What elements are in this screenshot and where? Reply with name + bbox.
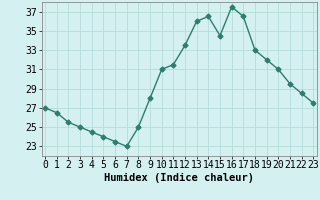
X-axis label: Humidex (Indice chaleur): Humidex (Indice chaleur) (104, 173, 254, 183)
